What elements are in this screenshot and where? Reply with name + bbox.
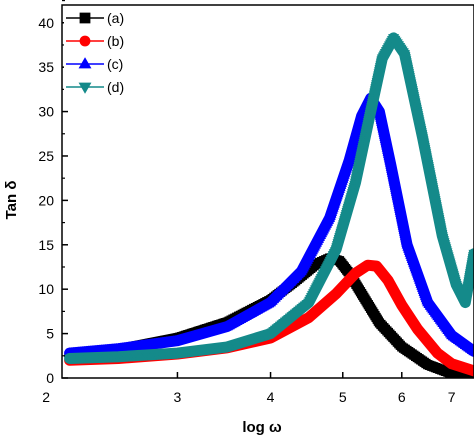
legend-background (64, 7, 136, 99)
series-layer (64, 32, 474, 378)
x-tick-label: 2 (42, 389, 50, 405)
series-markers-d (64, 34, 474, 365)
y-tick-label: 25 (38, 148, 54, 164)
legend-label-d: (d) (107, 79, 124, 95)
y-axis-title: Tan δ (3, 181, 20, 220)
legend-label-a: (a) (107, 10, 124, 26)
legend-label-b: (b) (107, 33, 124, 49)
x-tick-label: 7 (448, 389, 456, 405)
plot-frame (61, 4, 474, 379)
y-tick-label: 40 (38, 15, 54, 31)
series-d (64, 32, 474, 365)
legend: (a) (b) (c) (d) (64, 7, 136, 99)
x-axis-title: log ω (242, 419, 282, 436)
legend-marker-d (78, 82, 92, 94)
legend-marker-a (79, 12, 91, 24)
y-tick-label: 30 (38, 104, 54, 120)
x-tick-label: 6 (398, 389, 406, 405)
x-tick-label: 3 (174, 389, 182, 405)
legend-marker-b (79, 35, 91, 47)
x-tick-label: 5 (339, 389, 347, 405)
y-tick-label: 15 (38, 237, 54, 253)
y-tick-label: 0 (46, 370, 54, 386)
x-tick-label: 4 (267, 389, 275, 405)
y-tick-label: 10 (38, 281, 54, 297)
legend-label-c: (c) (107, 56, 123, 72)
y-tick-label: 5 (46, 326, 54, 342)
y-tick-label: 35 (38, 59, 54, 75)
y-tick-label: 20 (38, 192, 54, 208)
ticks-layer: 0 5 10 15 20 25 30 35 40 2 3 4 5 6 7 (38, 0, 456, 405)
legend-marker-c (78, 57, 92, 69)
